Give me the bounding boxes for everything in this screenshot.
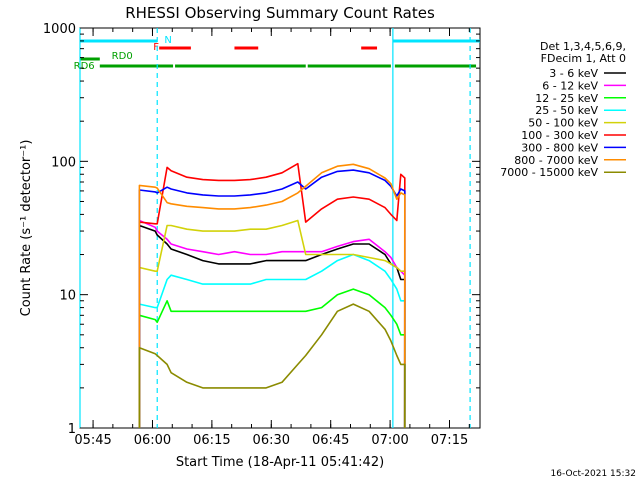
f-label: F	[153, 42, 159, 53]
legend-label: 300 - 800 keV	[521, 141, 598, 154]
series-line	[138, 219, 406, 429]
series-line	[138, 253, 406, 429]
series-line	[138, 163, 406, 429]
series-line	[138, 224, 406, 429]
x-tick-label: 07:00	[371, 433, 408, 448]
y-axis-label: Count Rate (s⁻¹ detector⁻¹)	[19, 140, 34, 317]
x-tick-label: 05:45	[74, 433, 111, 448]
x-tick-label: 06:15	[193, 433, 230, 448]
y-tick-label: 10	[59, 289, 76, 304]
legend: Det 1,3,4,5,6,9,FDecim 1, Att 0 3 - 6 keV…	[500, 40, 626, 179]
legend-label: 100 - 300 keV	[521, 129, 598, 142]
timestamp: 16-Oct-2021 15:32	[551, 469, 636, 479]
series-line	[138, 303, 406, 429]
state-change-lines	[79, 28, 471, 428]
legend-label: 3 - 6 keV	[549, 67, 598, 80]
chart-title: RHESSI Observing Summary Count Rates	[125, 4, 435, 22]
rd0-label: RD0	[112, 51, 133, 62]
axes: 05:45 06:00 06:15 06:30 06:45 07:00 07:15 1 10 10…	[43, 22, 480, 448]
rd6-label: RD6	[74, 61, 95, 72]
series-line	[138, 162, 406, 429]
legend-label: 7000 - 15000 keV	[500, 166, 598, 179]
legend-label: 25 - 50 keV	[535, 104, 598, 117]
legend-label: 12 - 25 keV	[535, 92, 598, 105]
x-tick-label: 07:15	[431, 433, 468, 448]
series-layer	[138, 162, 406, 429]
x-axis-label: Start Time (18-Apr-11 05:41:42)	[176, 455, 384, 470]
n-label: N	[164, 35, 171, 46]
x-tick-label: 06:30	[253, 433, 290, 448]
series-line	[138, 288, 406, 429]
y-tick-label: 100	[51, 155, 76, 170]
legend-label: 6 - 12 keV	[542, 79, 598, 92]
y-tick-label: 1	[68, 422, 76, 437]
legend-title: Det 1,3,4,5,6,9,	[540, 40, 626, 53]
y-tick-label: 1000	[43, 22, 76, 37]
series-line	[138, 169, 406, 429]
legend-label: 50 - 100 keV	[528, 117, 598, 130]
instrument-state-bars: NF RD0 RD6	[74, 35, 480, 72]
legend-title: FDecim 1, Att 0	[541, 52, 626, 65]
legend-label: 800 - 7000 keV	[514, 154, 598, 167]
x-tick-label: 06:00	[134, 433, 171, 448]
series-line	[138, 219, 406, 429]
x-tick-label: 06:45	[312, 433, 349, 448]
